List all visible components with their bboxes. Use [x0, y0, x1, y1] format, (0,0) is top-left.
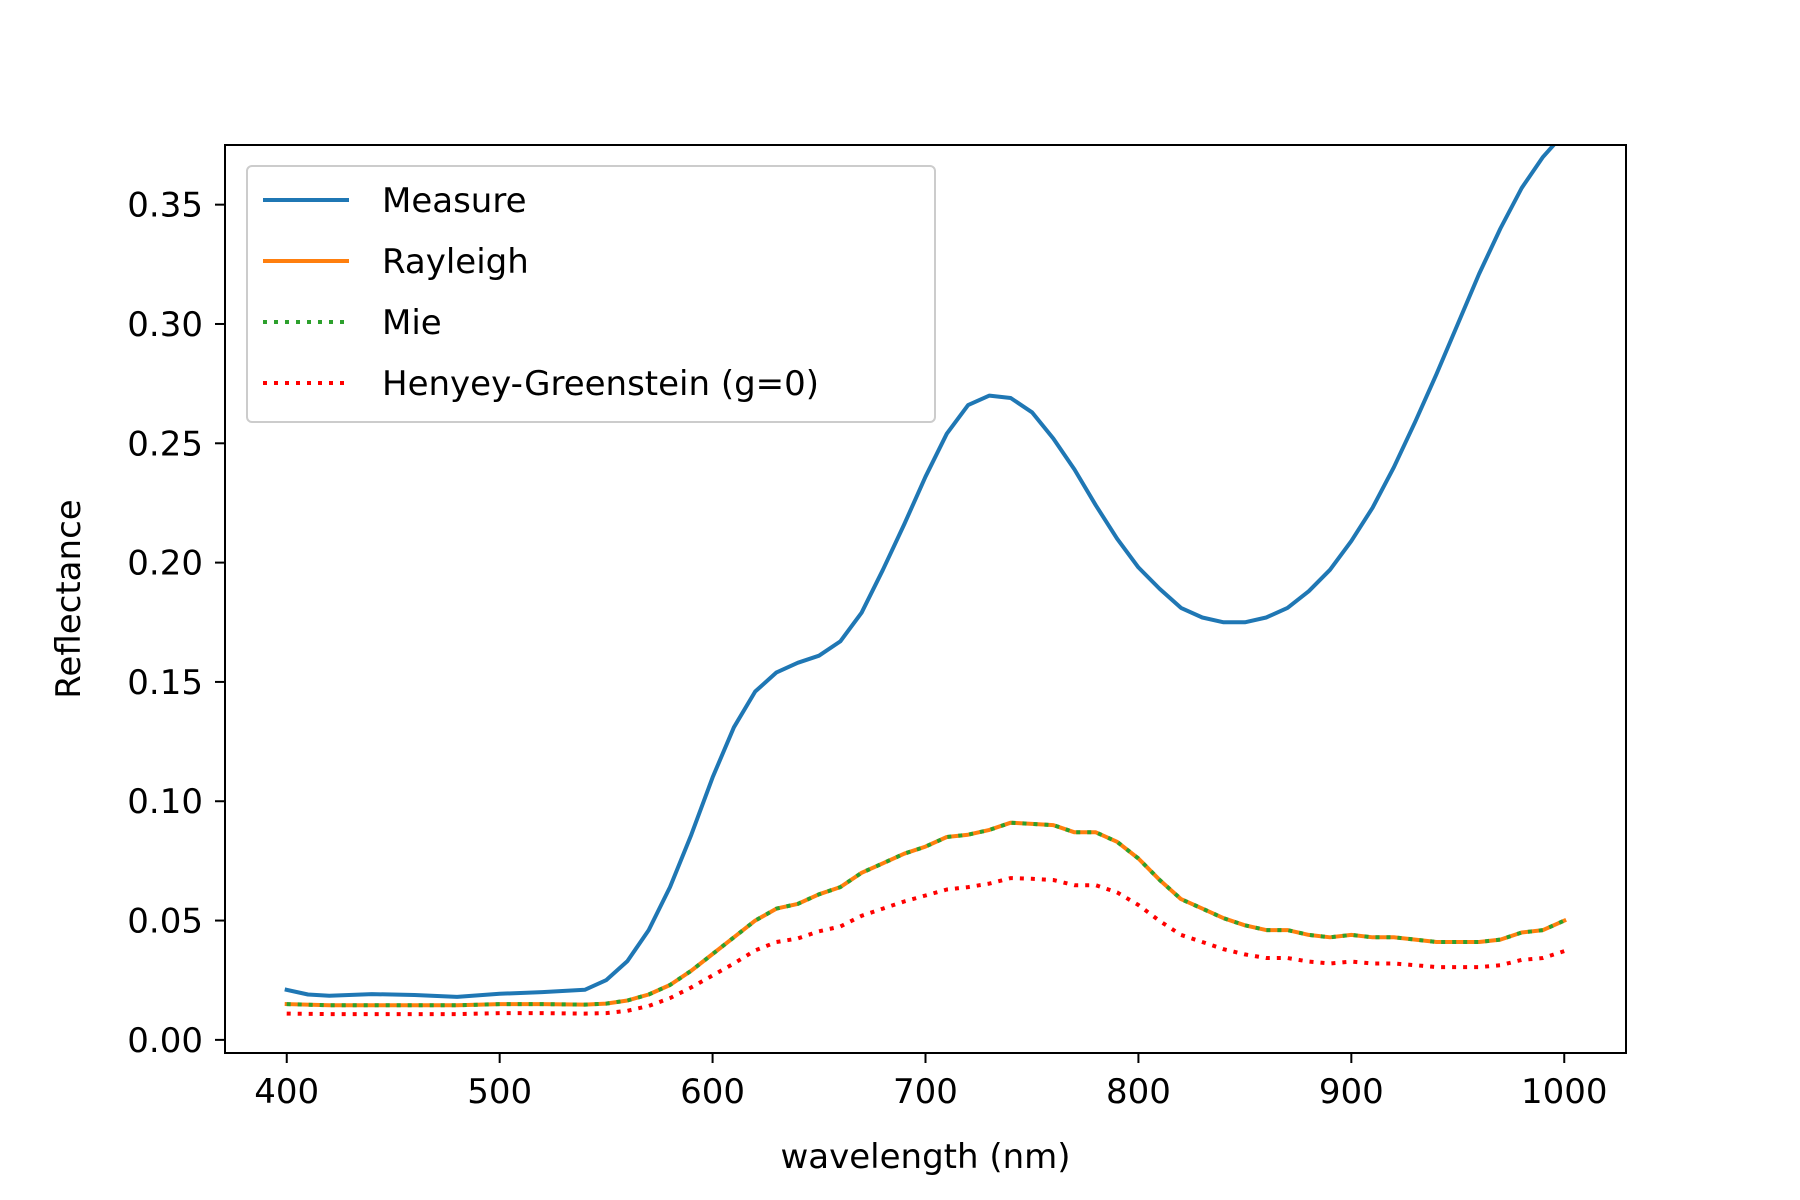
- x-tick-label: 600: [680, 1072, 745, 1112]
- legend: Measure Rayleigh Mie Henyey-Greenstein (g=0…: [246, 165, 936, 423]
- legend-label-1: Rayleigh: [382, 242, 529, 282]
- legend-label-3: Henyey-Greenstein (g=0): [382, 364, 819, 404]
- x-axis: 400 500 600 700 800 900 1000: [254, 1053, 1608, 1112]
- x-axis-label: wavelength (nm): [780, 1137, 1070, 1177]
- y-axis-label: Reflectance: [49, 499, 89, 698]
- y-tick-label: 0.35: [127, 186, 203, 226]
- x-tick-label: 700: [893, 1072, 958, 1112]
- y-tick-label: 0.30: [127, 305, 203, 345]
- legend-label-0: Measure: [382, 181, 527, 221]
- y-tick-label: 0.00: [127, 1021, 203, 1061]
- series-line-3: [286, 876, 1565, 1017]
- y-tick-label: 0.15: [127, 663, 203, 703]
- x-tick-label: 900: [1319, 1072, 1384, 1112]
- y-tick-label: 0.20: [127, 544, 203, 584]
- y-tick-label: 0.05: [127, 902, 203, 942]
- legend-label-2: Mie: [382, 303, 442, 343]
- x-tick-label: 1000: [1521, 1072, 1608, 1112]
- y-axis: 0.00 0.05 0.10 0.15 0.20 0.25 0.30 0.35: [127, 186, 225, 1061]
- x-tick-label: 800: [1106, 1072, 1171, 1112]
- y-tick-label: 0.25: [127, 424, 203, 464]
- series-layer: [284, 145, 1567, 1017]
- series-line-2: [286, 820, 1566, 1008]
- series-line-0: [284, 145, 1557, 999]
- x-tick-label: 400: [254, 1072, 319, 1112]
- legend-box: [246, 165, 936, 423]
- y-tick-label: 0.10: [127, 782, 203, 822]
- x-tick-label: 500: [467, 1072, 532, 1112]
